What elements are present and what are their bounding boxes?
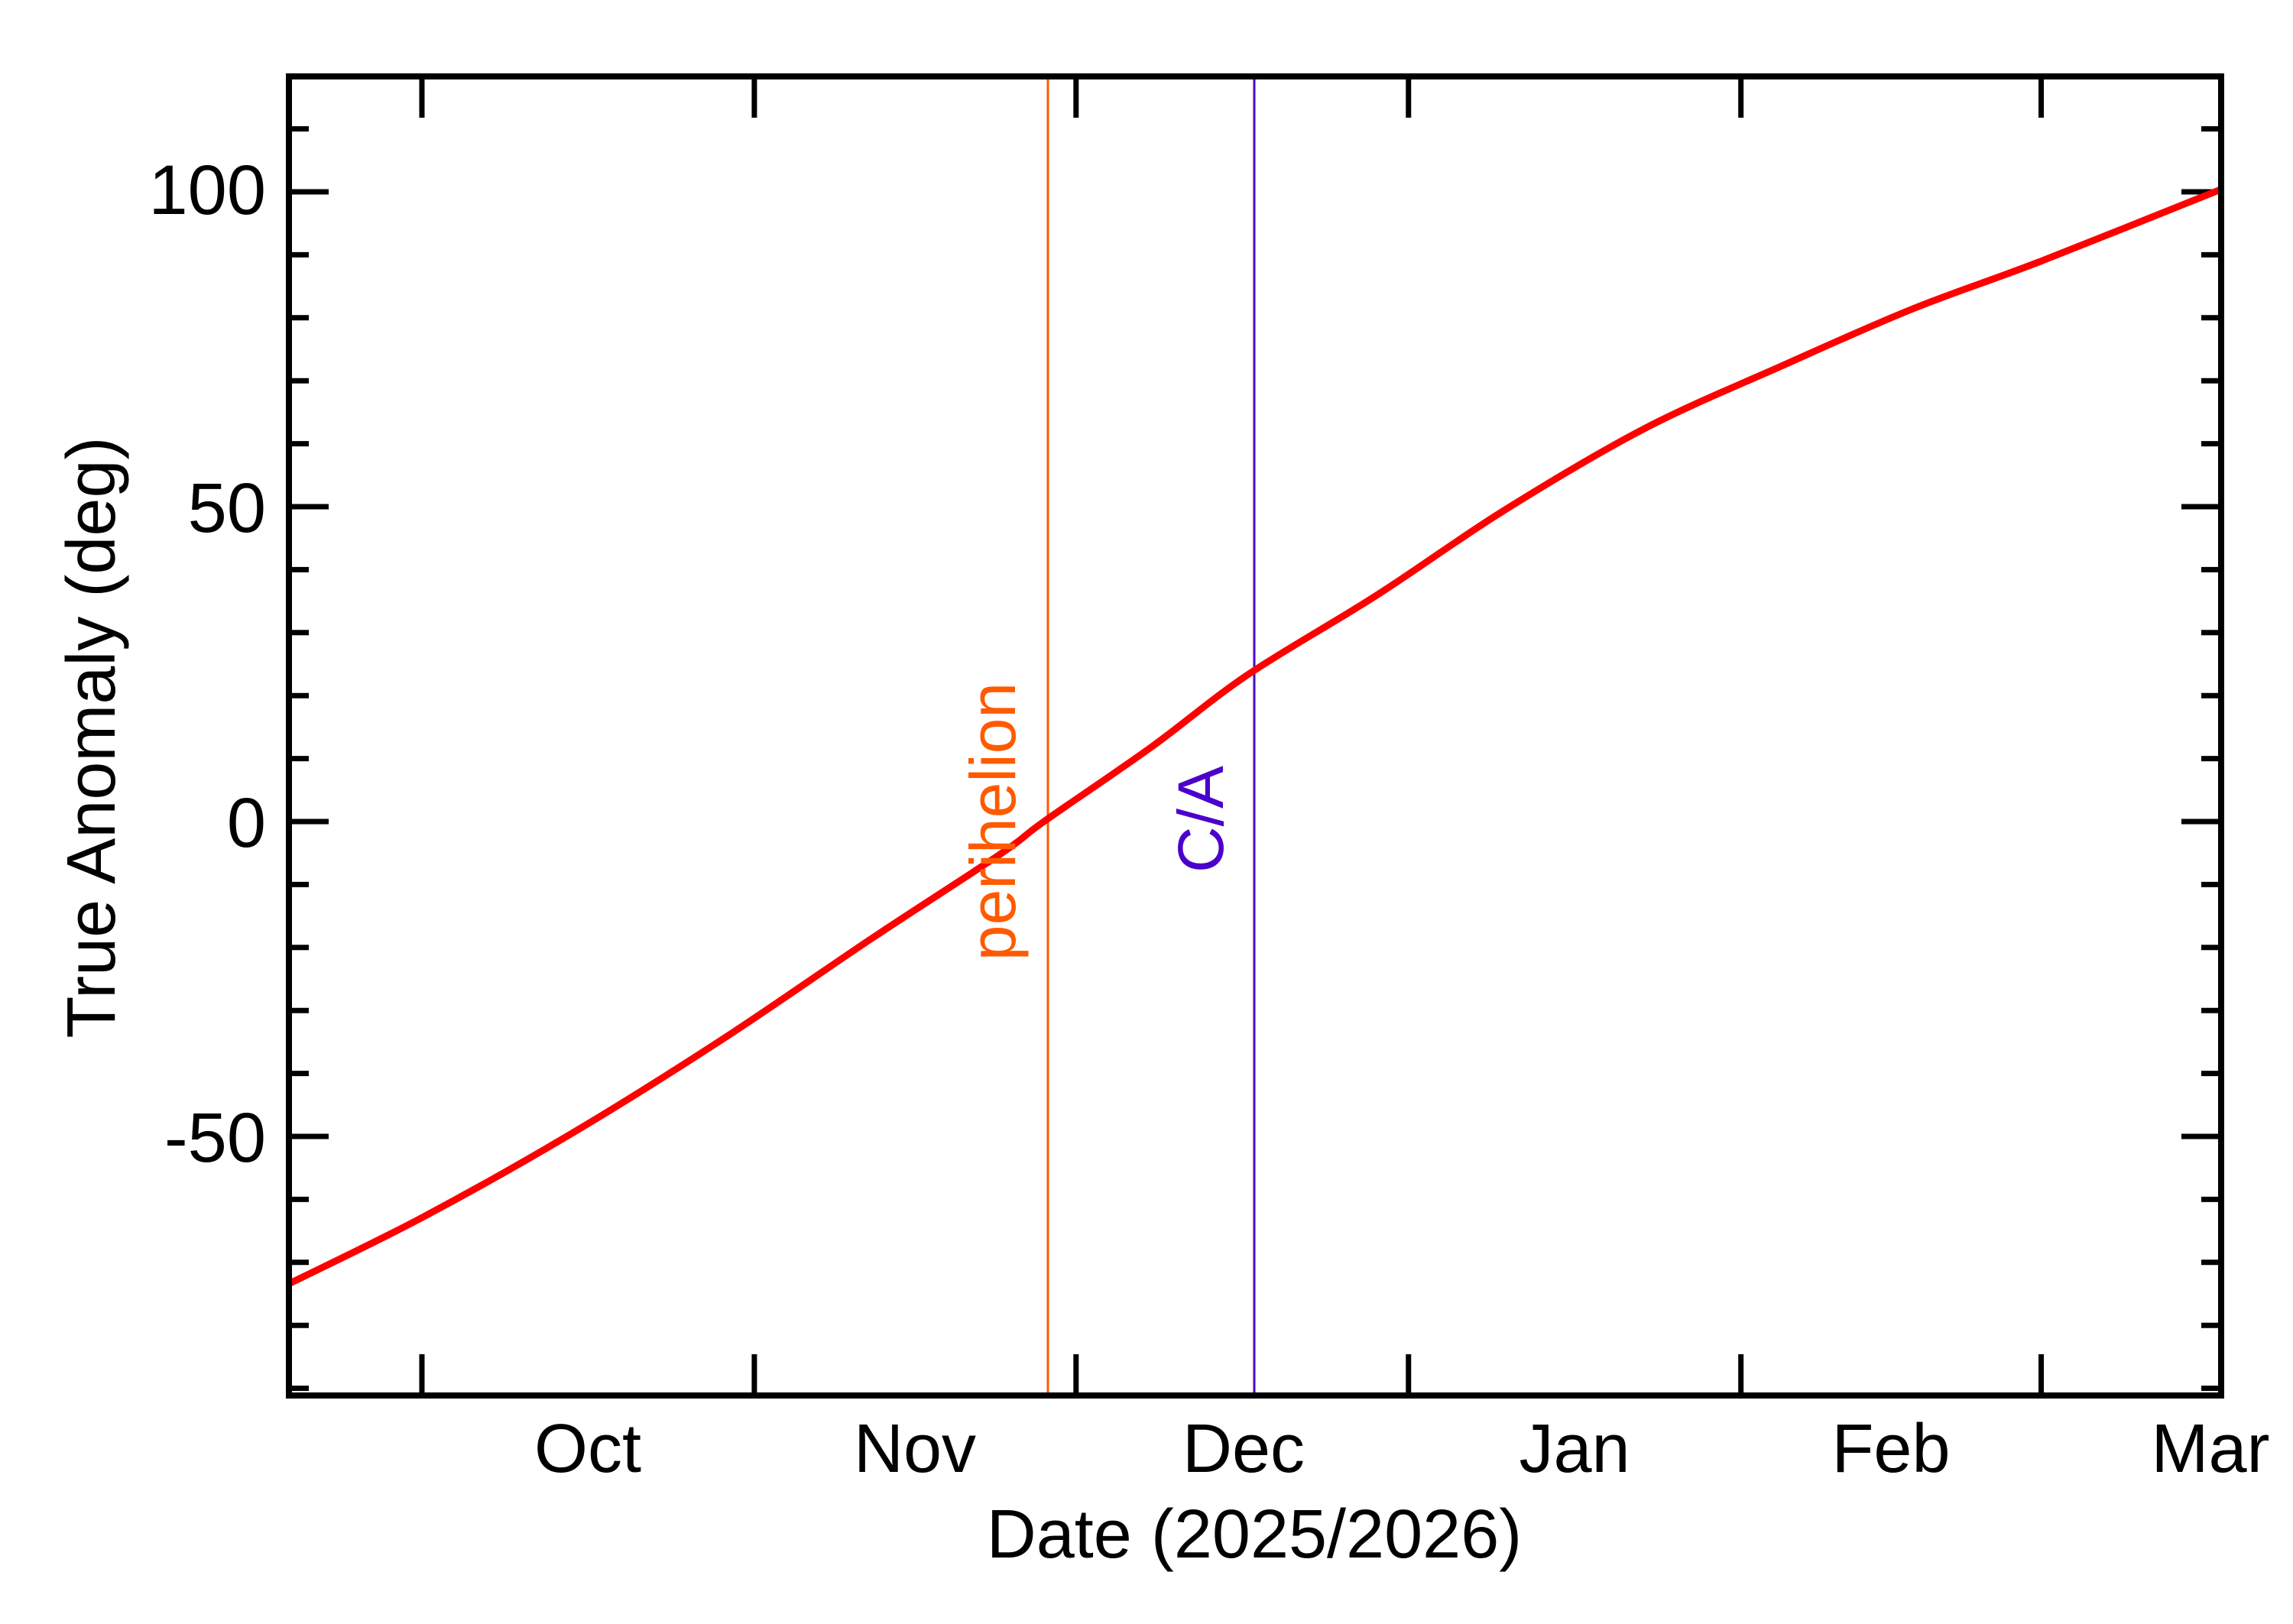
x-tick-label-mar: Mar [2152,1411,2270,1487]
perihelion-label: perihelion [957,682,1029,961]
x-tick-label-dec: Dec [1182,1411,1305,1487]
x-tick-label-nov: Nov [854,1411,976,1487]
true-anomaly-curve [287,186,2223,1287]
x-tick-label-oct: Oct [534,1411,641,1487]
y-tick-label-neg50: -50 [164,1099,266,1177]
axis-ticks [289,76,2221,1395]
x-tick-label-feb: Feb [1831,1411,1950,1487]
closest-approach-label: C/A [1165,766,1237,873]
x-axis-title: Date (2025/2026) [987,1496,1523,1573]
y-tick-label-0: 0 [227,784,266,862]
y-axis-title: True Anomaly (deg) [54,436,130,1038]
plot-frame [286,73,2224,1399]
y-tick-label-100: 100 [149,151,267,229]
x-tick-label-jan: Jan [1519,1411,1630,1487]
y-tick-label-50: 50 [188,469,266,547]
